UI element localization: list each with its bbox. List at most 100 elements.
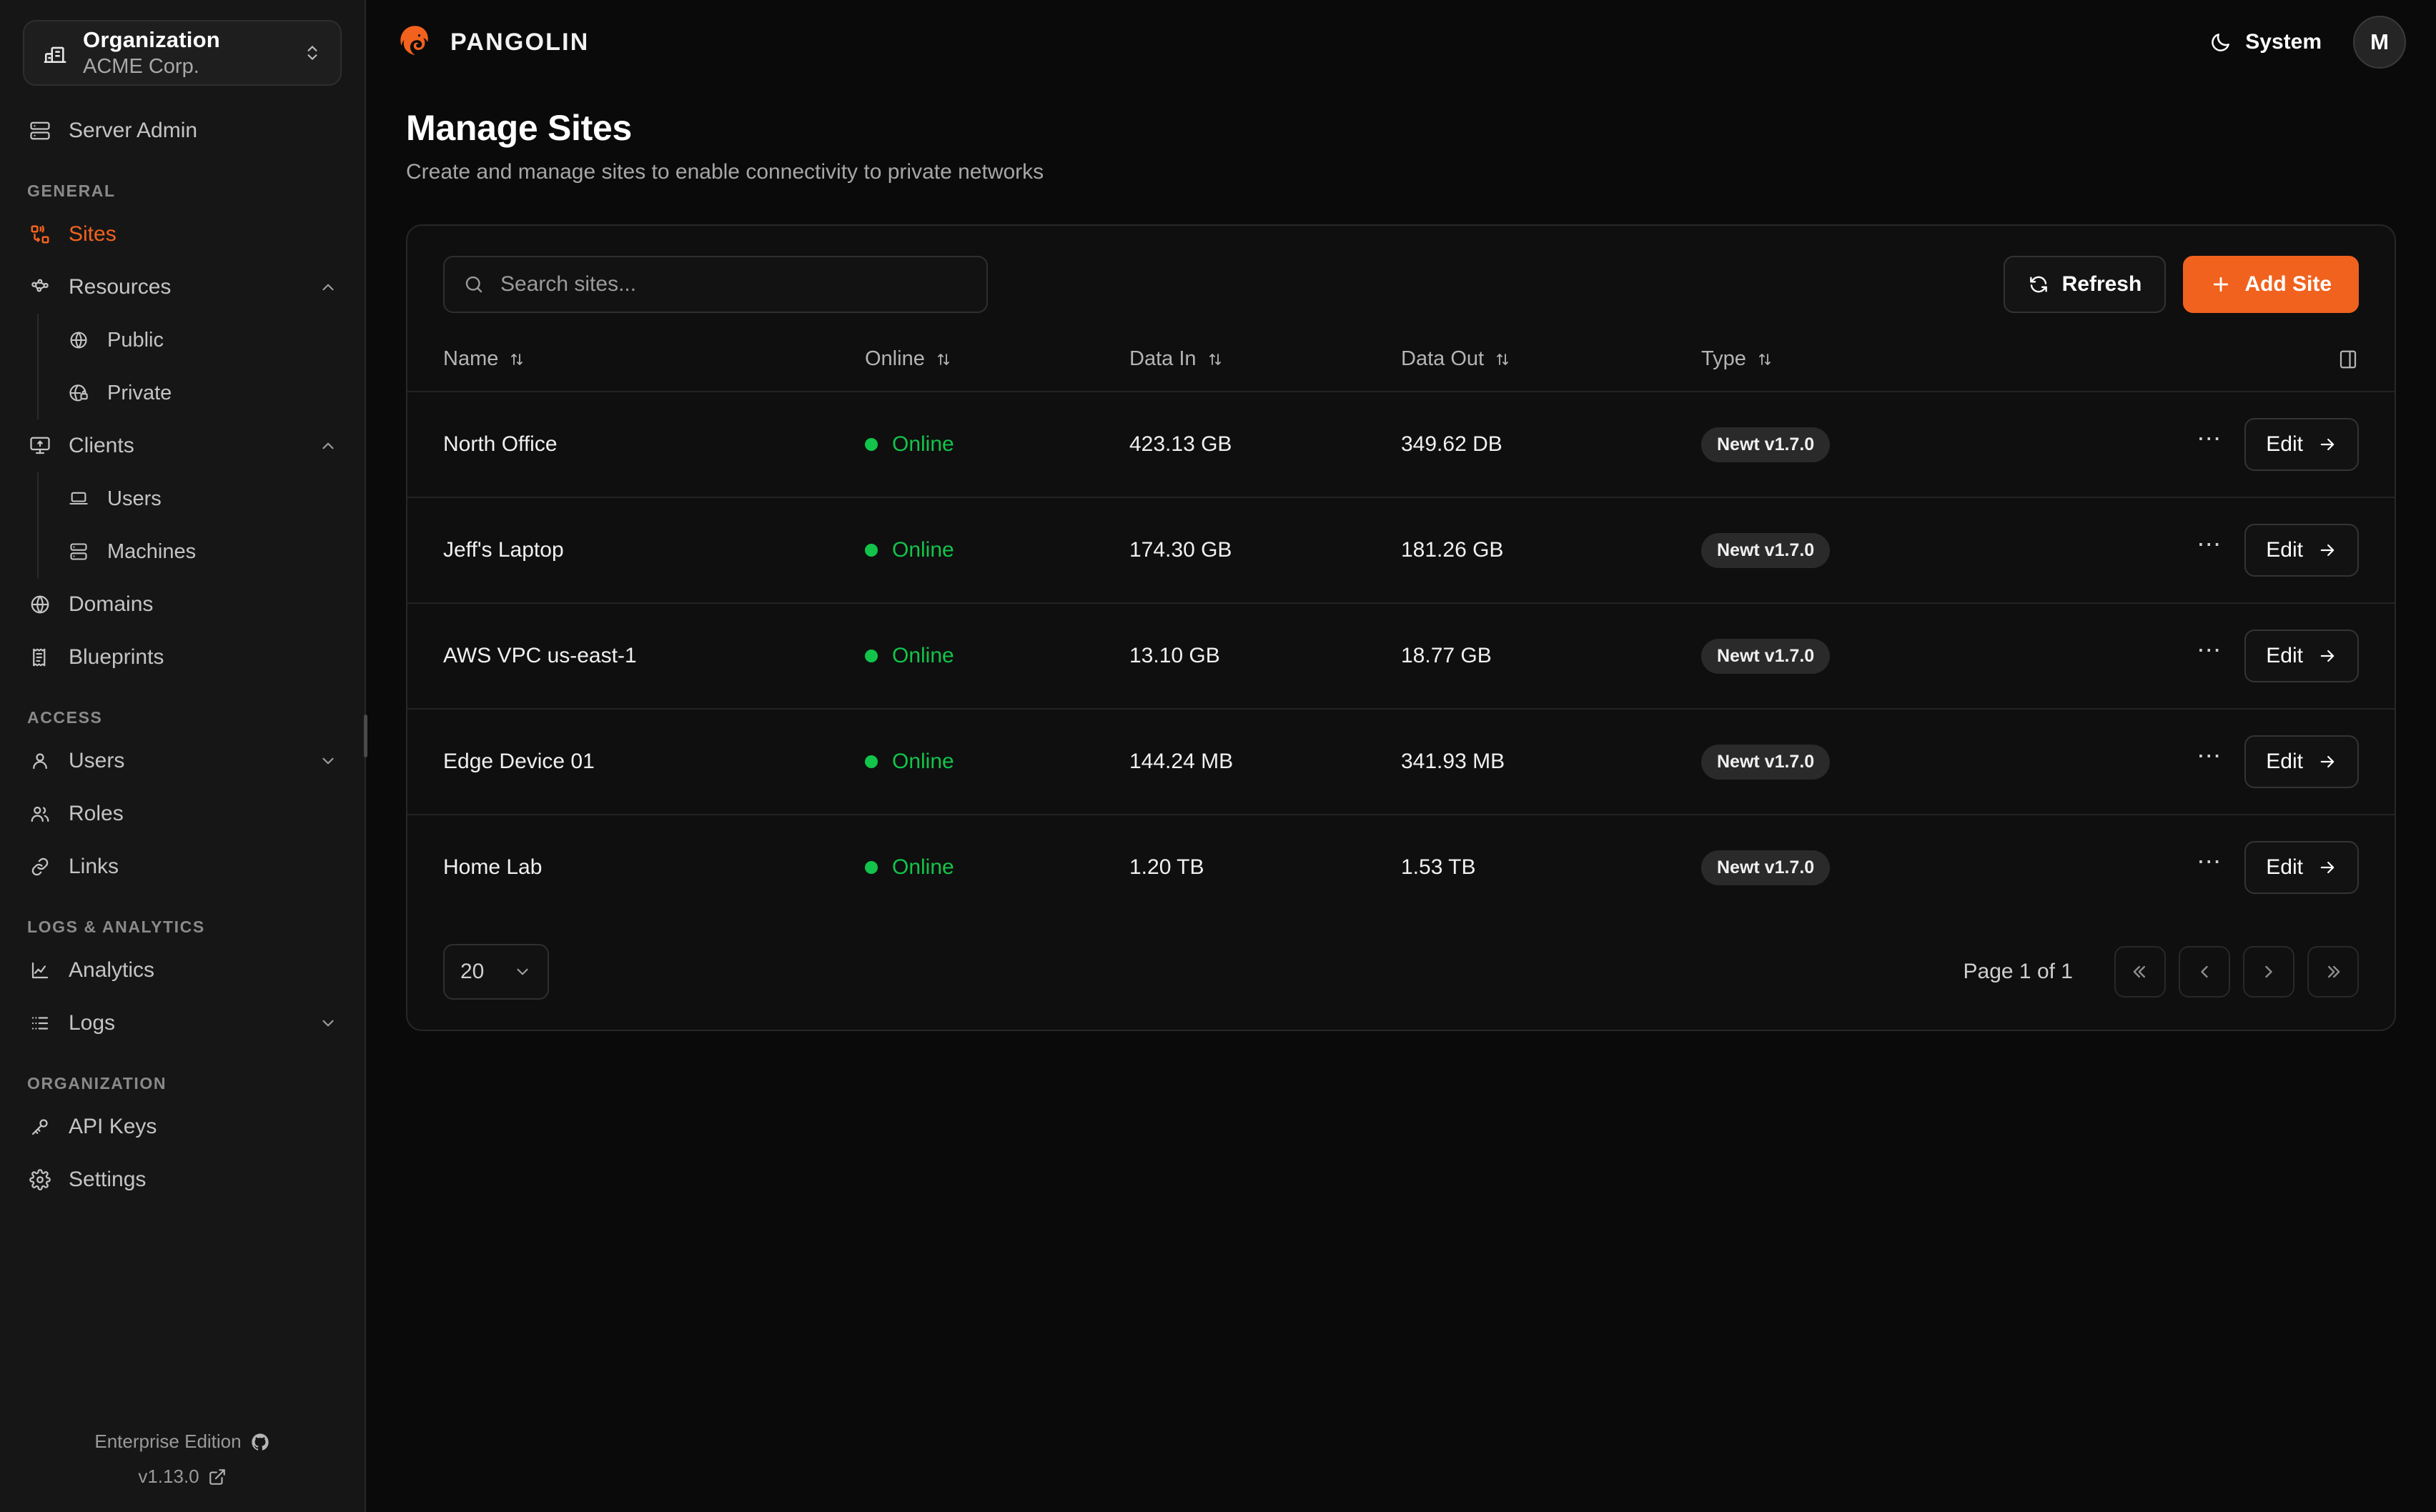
version-line[interactable]: v1.13.0 [23,1466,342,1488]
column-header-type[interactable]: Type [1701,337,2202,392]
ellipsis-icon[interactable]: ⋯ [2197,637,2224,664]
table-row[interactable]: Jeff's Laptop Online 174.30 GB 181.26 GB… [407,497,2395,603]
sidebar-item-clients[interactable]: Clients [17,419,347,472]
refresh-button[interactable]: Refresh [2003,256,2167,313]
chevrons-up-down-icon[interactable] [303,44,322,62]
column-header-data-in[interactable]: Data In [1129,337,1401,392]
arrow-right-icon [2317,540,2337,560]
chevron-up-icon[interactable] [319,437,337,455]
sort-arrows-icon[interactable] [1756,351,1773,368]
sidebar-item-api-keys[interactable]: API Keys [17,1100,347,1153]
column-header-actions [2202,337,2395,392]
cell-data-in: 13.10 GB [1129,602,1401,709]
cell-name: North Office [407,391,865,497]
sidebar-item-server-admin[interactable]: Server Admin [17,104,347,157]
table-row[interactable]: Edge Device 01 Online 144.24 MB 341.93 M… [407,708,2395,815]
chevron-up-icon[interactable] [319,278,337,297]
type-badge: Newt v1.7.0 [1701,744,1831,780]
sidebar-section-access: ACCESS [27,708,103,727]
type-badge: Newt v1.7.0 [1701,850,1831,885]
avatar[interactable]: M [2353,16,2406,69]
arrow-right-icon [2317,752,2337,772]
search-input[interactable] [499,272,968,297]
sidebar-item-links[interactable]: Links [17,840,347,893]
prev-page-button[interactable] [2179,946,2230,998]
sites-table-head: Name Online [407,337,2395,392]
table-row[interactable]: AWS VPC us-east-1 Online 13.10 GB 18.77 … [407,602,2395,709]
first-page-button[interactable] [2114,946,2166,998]
sidebar-item-machines[interactable]: Machines [56,525,347,578]
sort-arrows-icon[interactable] [508,351,525,368]
edit-label: Edit [2266,855,2303,879]
sidebar-item-logs[interactable]: Logs [17,997,347,1050]
sidebar-footer: Enterprise Edition v1.13.0 [0,1431,365,1512]
sort-arrows-icon[interactable] [935,351,952,368]
column-header-name[interactable]: Name [407,337,865,392]
edition-line[interactable]: Enterprise Edition [23,1431,342,1453]
sidebar-resize-handle[interactable] [364,715,367,757]
sidebar-item-label: Links [69,855,119,878]
last-page-button[interactable] [2307,946,2359,998]
sidebar-item-roles[interactable]: Roles [17,787,347,840]
page-size-select[interactable]: 20 [443,944,549,1000]
laptop-icon [66,489,91,509]
column-header-data-out[interactable]: Data Out [1401,337,1701,392]
sidebar-item-sites[interactable]: Sites [17,208,347,261]
add-site-button[interactable]: Add Site [2183,256,2359,313]
sort-arrows-icon[interactable] [1207,351,1224,368]
next-page-button[interactable] [2243,946,2294,998]
users-icon [27,803,53,825]
sidebar-section-logs-analytics: LOGS & ANALYTICS [27,917,205,936]
column-header-online[interactable]: Online [865,337,1129,392]
brand[interactable]: PANGOLIN [396,23,590,61]
sidebar-item-domains[interactable]: Domains [17,578,347,631]
ellipsis-icon[interactable]: ⋯ [2197,531,2224,558]
edit-button[interactable]: Edit [2244,735,2359,788]
search-icon [463,274,485,295]
cell-online: Online [865,497,1129,603]
columns-panel-icon[interactable] [2202,349,2359,370]
cell-actions: ⋯ Edit [2197,497,2395,603]
chevron-down-icon[interactable] [319,1014,337,1033]
ellipsis-icon[interactable]: ⋯ [2197,425,2224,452]
sidebar-item-resources[interactable]: Resources [17,261,347,314]
edit-button[interactable]: Edit [2244,841,2359,894]
org-title: Organization [83,27,220,52]
edit-button[interactable]: Edit [2244,524,2359,577]
table-row[interactable]: North Office Online 423.13 GB 349.62 DB … [407,391,2395,497]
org-switcher[interactable]: Organization ACME Corp. [23,20,342,86]
globe-icon [27,594,53,615]
sidebar-item-settings[interactable]: Settings [17,1153,347,1206]
column-label: Name [443,347,499,370]
table-row[interactable]: Home Lab Online 1.20 TB 1.53 TB Newt v1.… [407,814,2395,920]
ellipsis-icon[interactable]: ⋯ [2197,742,2224,770]
status-badge: Online [892,538,954,562]
edit-button[interactable]: Edit [2244,630,2359,682]
cell-name: Edge Device 01 [407,708,865,815]
external-link-icon[interactable] [208,1468,227,1486]
cell-data-in: 144.24 MB [1129,708,1401,815]
cell-name: AWS VPC us-east-1 [407,602,865,709]
sort-arrows-icon[interactable] [1494,351,1511,368]
sidebar-item-private[interactable]: Private [56,367,347,419]
sidebar-item-analytics[interactable]: Analytics [17,944,347,997]
search-box[interactable] [443,256,988,313]
edit-label: Edit [2266,750,2303,773]
ellipsis-icon[interactable]: ⋯ [2197,848,2224,875]
chevron-down-icon[interactable] [319,752,337,770]
edit-button[interactable]: Edit [2244,418,2359,471]
list-icon [27,1013,53,1034]
sidebar-item-blueprints[interactable]: Blueprints [17,631,347,684]
status-dot [865,861,878,874]
sidebar-item-users-clients[interactable]: Users [56,472,347,525]
github-icon[interactable] [250,1432,270,1452]
sidebar-item-users[interactable]: Users [17,735,347,787]
sites-card: Refresh Add Site Name [406,224,2396,1031]
theme-toggle[interactable]: System [2199,23,2332,61]
cell-data-in: 1.20 TB [1129,814,1401,920]
sidebar-item-public[interactable]: Public [56,314,347,367]
chevron-down-icon [513,963,532,981]
pangolin-logo-icon [396,23,435,61]
cell-name: Jeff's Laptop [407,497,865,603]
org-text: Organization ACME Corp. [83,27,287,79]
